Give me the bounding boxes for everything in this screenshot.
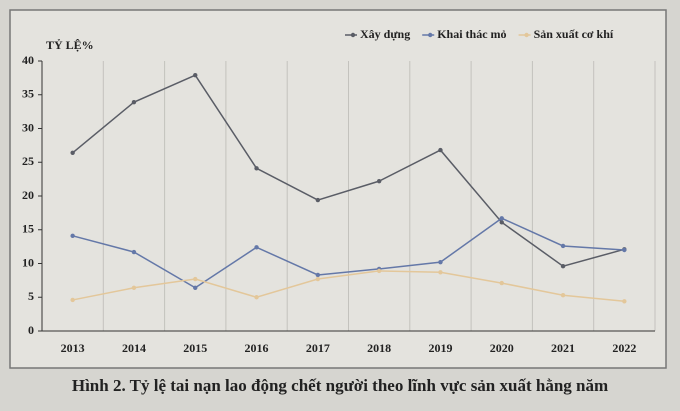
x-tick-label: 2015 <box>183 341 207 355</box>
x-tick-label: 2018 <box>367 341 391 355</box>
x-tick-label: 2019 <box>428 341 452 355</box>
point <box>193 285 198 290</box>
point <box>376 268 382 274</box>
point <box>254 295 259 300</box>
legend-marker <box>428 32 433 38</box>
point <box>499 280 504 286</box>
point <box>131 99 137 105</box>
y-tick-label: 5 <box>28 289 34 303</box>
point <box>438 147 443 153</box>
point <box>315 197 321 203</box>
x-tick-label: 2017 <box>306 341 330 355</box>
point <box>254 245 259 250</box>
x-tick-label: 2013 <box>61 341 85 355</box>
point <box>131 249 137 255</box>
series-line <box>72 270 625 303</box>
point <box>315 276 321 282</box>
point <box>376 178 382 184</box>
point <box>560 293 566 298</box>
point <box>70 297 75 303</box>
point <box>193 276 198 282</box>
point <box>70 233 75 239</box>
point <box>499 216 504 221</box>
legend-marker <box>350 32 356 38</box>
point <box>438 259 443 265</box>
caption: Hình 2. Tỷ lệ tai nạn lao động chết ngườ… <box>72 376 608 395</box>
legend-label: Xây dựng <box>360 27 410 41</box>
point <box>499 220 504 225</box>
chart-frame <box>9 9 667 369</box>
y-tick-label: 20 <box>22 188 34 202</box>
y-tick-label: 30 <box>22 120 34 134</box>
y-tick-label: 25 <box>22 154 34 168</box>
point <box>254 166 259 171</box>
point <box>131 285 137 290</box>
series-line <box>72 217 625 289</box>
x-tick-label: 2022 <box>612 341 636 355</box>
y-tick-label: 40 <box>22 53 34 67</box>
y-axis-label: TỶ LỆ% <box>46 38 94 52</box>
y-tick-label: 0 <box>28 323 34 337</box>
legend-label: Khai thác mỏ <box>437 27 506 41</box>
x-tick-label: 2016 <box>245 341 269 355</box>
x-tick-label: 2014 <box>122 341 146 355</box>
x-tick-label: 2020 <box>490 341 514 355</box>
legend-marker <box>524 32 529 38</box>
point <box>560 264 566 269</box>
legend-label: Sản xuất cơ khí <box>534 27 614 41</box>
point <box>622 299 627 304</box>
point <box>193 72 198 78</box>
point <box>70 150 75 155</box>
point <box>560 243 566 249</box>
y-tick-label: 35 <box>22 87 34 101</box>
point <box>622 247 627 253</box>
y-tick-label: 10 <box>22 255 34 269</box>
point <box>315 272 321 278</box>
y-tick-label: 15 <box>22 222 34 236</box>
x-tick-label: 2021 <box>551 341 575 355</box>
point <box>438 270 443 275</box>
series-line <box>72 74 625 268</box>
